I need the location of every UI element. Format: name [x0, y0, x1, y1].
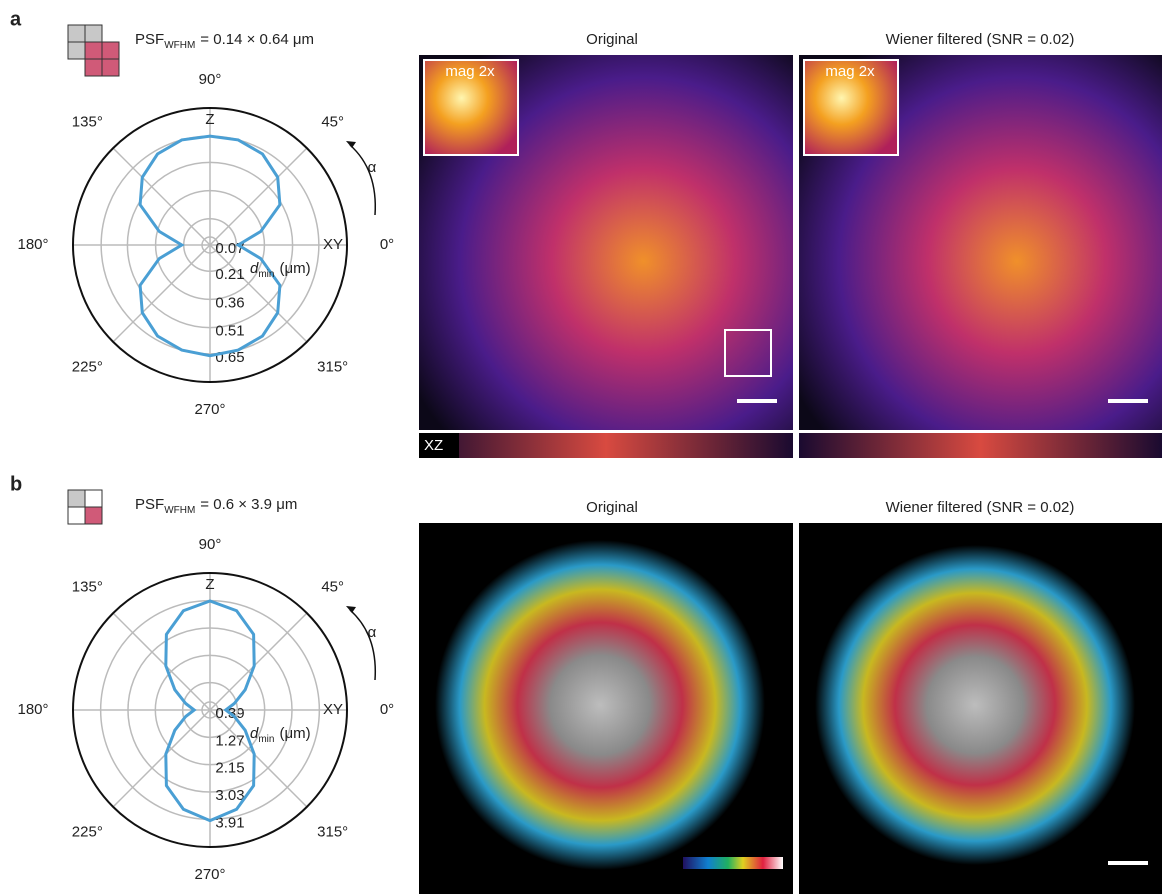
psf-label: PSFWFHM = 0.6 × 3.9 μm [135, 496, 297, 516]
panel-b-images [419, 523, 1162, 894]
spoke [113, 710, 210, 807]
subscript: WFHM [164, 40, 195, 51]
image-title: Wiener filtered (SNR = 0.02) [886, 499, 1075, 516]
rest-text: (μm) [279, 725, 310, 742]
spoke [113, 148, 210, 245]
theta-tick-label: 270° [194, 401, 225, 418]
body: {"chart_data": [ {"type": "polar", "thet… [0, 0, 1162, 894]
rest-text: = 0.14 × 0.64 μm [200, 31, 314, 48]
subscript: min [258, 269, 274, 280]
theta-tick-label: 225° [72, 824, 103, 841]
z-label: Z [205, 111, 214, 128]
strip-label: XZ [424, 437, 443, 454]
r-axis-label: dmin(μm) [250, 725, 311, 745]
theta-tick-label: 0° [380, 236, 394, 253]
r-axis-label: dmin(μm) [250, 260, 311, 280]
direction-arrow [350, 145, 375, 215]
image-title: Wiener filtered (SNR = 0.02) [886, 31, 1075, 48]
rest-text: (μm) [279, 260, 310, 277]
spoke [113, 613, 210, 710]
subscript: WFHM [164, 505, 195, 516]
theta-tick-label: 135° [72, 578, 103, 595]
arrow-head [346, 141, 356, 148]
panel-label: a [10, 8, 22, 30]
xy-label: XY [323, 236, 343, 253]
cell [815, 545, 1135, 865]
color-bar [683, 857, 783, 869]
theta-tick-label: 315° [317, 359, 348, 376]
r-tick-label: 1.27 [215, 732, 244, 749]
r-tick-label: 0.51 [215, 323, 244, 340]
psf-label: PSFWFHM = 0.14 × 0.64 μm [135, 31, 314, 51]
icon-cell [68, 507, 85, 524]
inset-label: mag 2x [825, 63, 875, 80]
theta-tick-label: 180° [17, 236, 48, 253]
icon-cell [85, 490, 102, 507]
scale-bar [737, 399, 777, 403]
image-title: Original [586, 499, 638, 516]
direction-arrow [350, 610, 375, 680]
main-text: PSF [135, 496, 164, 513]
z-label: Z [205, 576, 214, 593]
theta-tick-label: 0° [380, 701, 394, 718]
subscript: min [258, 734, 274, 745]
r-tick-label: 3.03 [215, 787, 244, 804]
scale-bar [1108, 399, 1148, 403]
theta-tick-label: 45° [321, 578, 344, 595]
figure: aPSFWFHM= 0.14 × 0.64 μmOriginalWiener f… [0, 0, 1162, 894]
cell [435, 540, 765, 870]
rest-text: = 0.6 × 3.9 μm [200, 496, 297, 513]
arrow-head [346, 606, 356, 613]
xz-strip [419, 433, 793, 458]
xy-label: XY [323, 701, 343, 718]
theta-tick-label: 315° [317, 824, 348, 841]
r-tick-label: 0.36 [215, 294, 244, 311]
spoke [113, 245, 210, 342]
theta-tick-label: 45° [321, 113, 344, 130]
panel-label: b [10, 473, 22, 495]
xz-strip [799, 433, 1162, 458]
theta-tick-label: 90° [199, 536, 222, 553]
theta-tick-label: 225° [72, 359, 103, 376]
r-tick-label: 0.21 [215, 266, 244, 283]
theta-tick-label: 180° [17, 701, 48, 718]
r-tick-label: 2.15 [215, 760, 244, 777]
icon-cell [68, 490, 85, 507]
panel-a-images [419, 55, 1162, 458]
theta-tick-label: 135° [72, 113, 103, 130]
inset-label: mag 2x [445, 63, 495, 80]
icon-cell [85, 507, 102, 524]
image-title: Original [586, 31, 638, 48]
spoke [210, 613, 307, 710]
spoke [210, 148, 307, 245]
theta-tick-label: 90° [199, 71, 222, 88]
theta-tick-label: 270° [194, 866, 225, 883]
main-text: PSF [135, 31, 164, 48]
scale-bar [1108, 861, 1148, 865]
page: body { margin: 0; width: 1162px; height:… [0, 0, 1162, 894]
